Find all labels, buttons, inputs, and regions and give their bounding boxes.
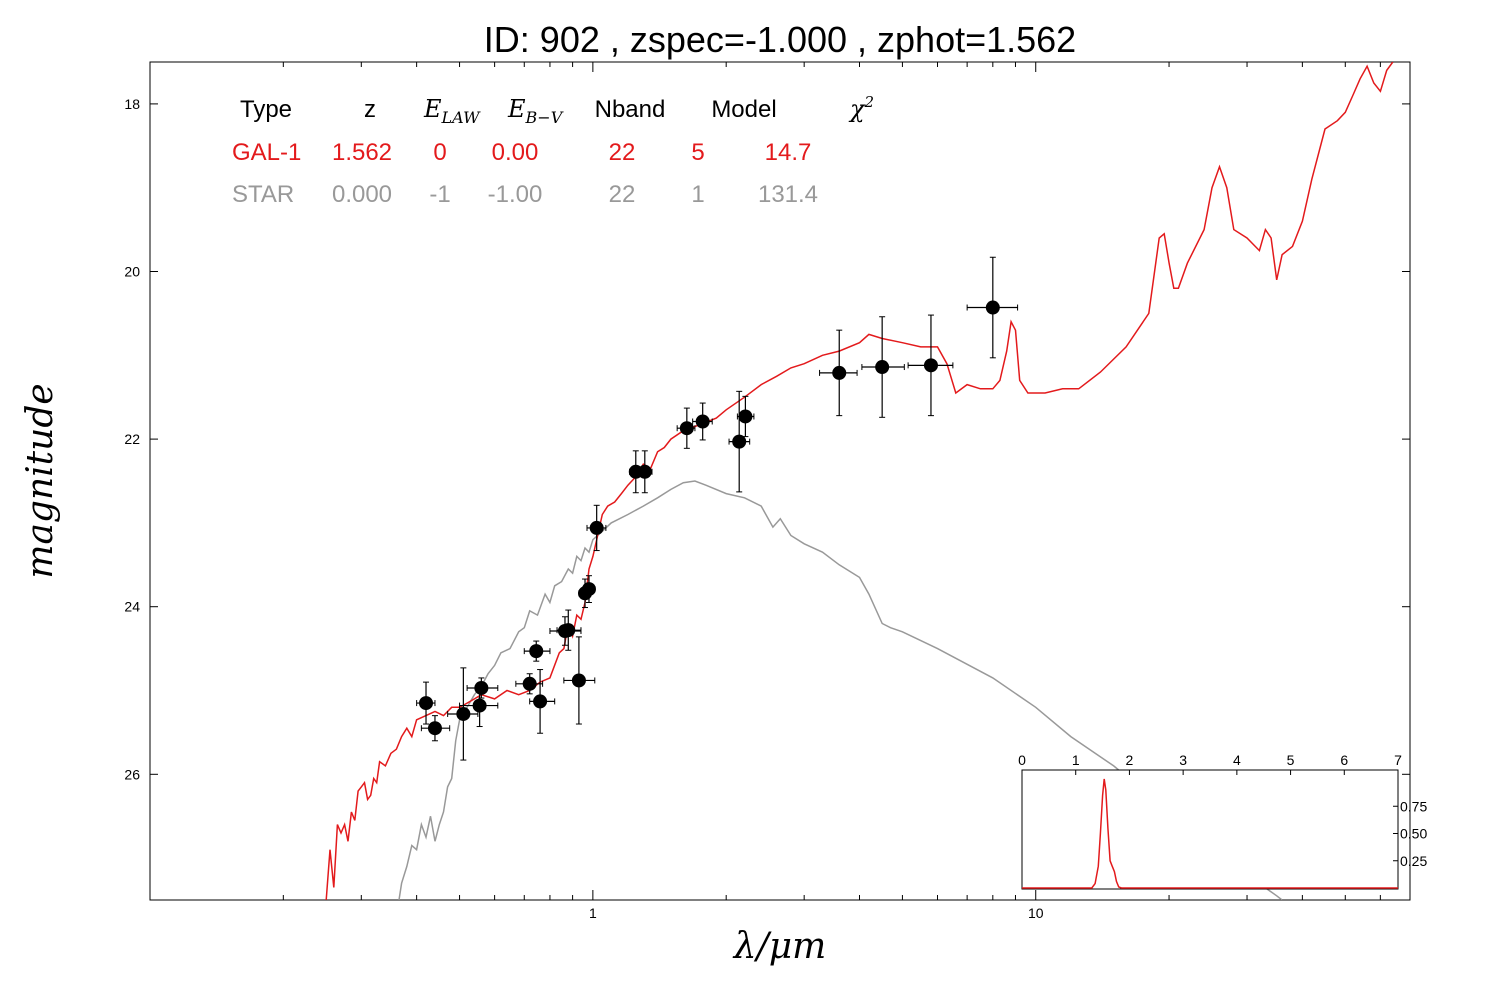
summary-row: STAR 0.000 -1 -1.00 22 1 131.4 bbox=[232, 181, 818, 208]
data-marker bbox=[561, 623, 576, 638]
redshift-pdf-inset: 0 1 2 3 4 5 6 7 0.75 0.50 0.25 bbox=[1018, 752, 1427, 890]
data-marker bbox=[985, 300, 1000, 315]
summary-rows: GAL-1 1.562 0 0.00 22 5 14.7 STAR 0.000 -1 -1.00 22… bbox=[232, 139, 818, 208]
inset-frame bbox=[1021, 769, 1399, 890]
data-marker bbox=[875, 360, 890, 375]
photometry-point bbox=[523, 640, 551, 662]
plot-frame bbox=[149, 61, 1411, 901]
photometry-point bbox=[529, 669, 556, 734]
header-model: Model bbox=[711, 96, 776, 123]
y-tick-label: 20 bbox=[124, 264, 140, 280]
x-tick-label: 1 bbox=[589, 905, 597, 921]
data-marker bbox=[738, 409, 753, 424]
data-marker bbox=[456, 706, 471, 721]
summary-cell-chi2: 131.4 bbox=[758, 181, 818, 208]
y-tick-label: 22 bbox=[124, 431, 140, 447]
data-marker bbox=[581, 582, 596, 597]
inset-y-axis: 0.75 0.50 0.25 bbox=[1393, 798, 1427, 869]
summary-cell-ebv: -1.00 bbox=[488, 181, 543, 208]
summary-cell-model: 5 bbox=[691, 139, 704, 166]
photometry-point bbox=[420, 715, 451, 742]
inset-x-tick-label: 3 bbox=[1179, 752, 1187, 768]
photometry-point bbox=[636, 450, 653, 494]
x-tick-label: 10 bbox=[1028, 905, 1044, 921]
summary-cell-elaw: -1 bbox=[429, 181, 450, 208]
inset-x-tick-label: 2 bbox=[1126, 752, 1134, 768]
summary-row: GAL-1 1.562 0 0.00 22 5 14.7 bbox=[232, 139, 811, 166]
header-ebv: EB−V bbox=[507, 95, 564, 127]
data-marker bbox=[419, 696, 434, 711]
redshift-pdf-line bbox=[1022, 778, 1398, 889]
star-sed-line bbox=[398, 480, 1283, 900]
summary-cell-z: 0.000 bbox=[332, 181, 392, 208]
y-tick-label: 26 bbox=[124, 766, 140, 782]
photometry-point bbox=[586, 504, 607, 552]
photometry-point bbox=[466, 677, 499, 699]
photometry-point bbox=[416, 681, 436, 725]
data-marker bbox=[529, 644, 544, 659]
x-axis-label: λ/μm bbox=[732, 926, 826, 967]
inset-x-tick-label: 7 bbox=[1394, 752, 1402, 768]
summary-cell-type: GAL-1 bbox=[232, 139, 301, 166]
summary-table: Type z ELAW EB−V Nband Model χ2 GAL-1 1.5… bbox=[232, 93, 874, 208]
inset-x-tick-label: 1 bbox=[1072, 752, 1080, 768]
inset-x-tick-label: 4 bbox=[1233, 752, 1241, 768]
data-marker bbox=[522, 676, 537, 691]
photometry-point bbox=[581, 575, 596, 604]
summary-cell-type: STAR bbox=[232, 181, 294, 208]
header-type: Type bbox=[240, 96, 292, 123]
data-marker bbox=[589, 520, 604, 535]
chart-title: ID: 902 , zspec=-1.000 , zphot=1.562 bbox=[484, 19, 1076, 60]
summary-cell-nband: 22 bbox=[609, 139, 636, 166]
summary-cell-model: 1 bbox=[691, 181, 704, 208]
inset-x-axis: 0 1 2 3 4 5 6 7 bbox=[1018, 752, 1402, 775]
photometry-point bbox=[861, 316, 905, 418]
photometry-points bbox=[416, 256, 1019, 761]
inset-x-tick-label: 6 bbox=[1340, 752, 1348, 768]
y-tick-label: 24 bbox=[124, 599, 140, 615]
data-marker bbox=[427, 721, 442, 736]
photometry-point bbox=[556, 609, 582, 651]
header-z: z bbox=[364, 96, 376, 123]
inset-y-tick-label: 0.75 bbox=[1400, 798, 1427, 814]
header-nband: Nband bbox=[595, 96, 666, 123]
y-tick-label: 18 bbox=[124, 96, 140, 112]
y-axis-label: magnitude bbox=[20, 383, 61, 578]
summary-cell-nband: 22 bbox=[609, 181, 636, 208]
x-axis: 1 10 bbox=[149, 62, 1411, 921]
inset-x-tick-label: 0 bbox=[1018, 752, 1026, 768]
photometry-point bbox=[907, 314, 954, 417]
photometry-point bbox=[676, 407, 696, 449]
photometry-point bbox=[966, 256, 1019, 359]
data-marker bbox=[832, 365, 847, 380]
data-marker bbox=[637, 464, 652, 479]
data-marker bbox=[474, 680, 489, 695]
photometry-point bbox=[515, 673, 544, 695]
summary-cell-ebv: 0.00 bbox=[492, 139, 539, 166]
inset-y-tick-label: 0.50 bbox=[1400, 826, 1427, 842]
galaxy-sed-line bbox=[325, 62, 1394, 900]
photometry-point bbox=[563, 636, 596, 725]
data-marker bbox=[679, 421, 694, 436]
header-elaw: ELAW bbox=[423, 95, 481, 127]
photometry-point bbox=[728, 390, 751, 493]
data-marker bbox=[695, 414, 710, 429]
data-marker bbox=[923, 358, 938, 373]
photometry-point bbox=[819, 329, 858, 417]
summary-cell-z: 1.562 bbox=[332, 139, 392, 166]
data-marker bbox=[732, 434, 747, 449]
inset-x-tick-label: 5 bbox=[1287, 752, 1295, 768]
inset-y-tick-label: 0.25 bbox=[1400, 853, 1427, 869]
summary-cell-elaw: 0 bbox=[433, 139, 446, 166]
data-marker bbox=[472, 698, 487, 713]
summary-cell-chi2: 14.7 bbox=[765, 139, 812, 166]
photometry-point bbox=[447, 667, 479, 761]
photometry-point bbox=[692, 402, 713, 441]
photometry-point bbox=[736, 395, 755, 438]
header-chi2: χ2 bbox=[848, 93, 874, 123]
data-marker bbox=[533, 694, 548, 709]
data-marker bbox=[571, 673, 586, 688]
